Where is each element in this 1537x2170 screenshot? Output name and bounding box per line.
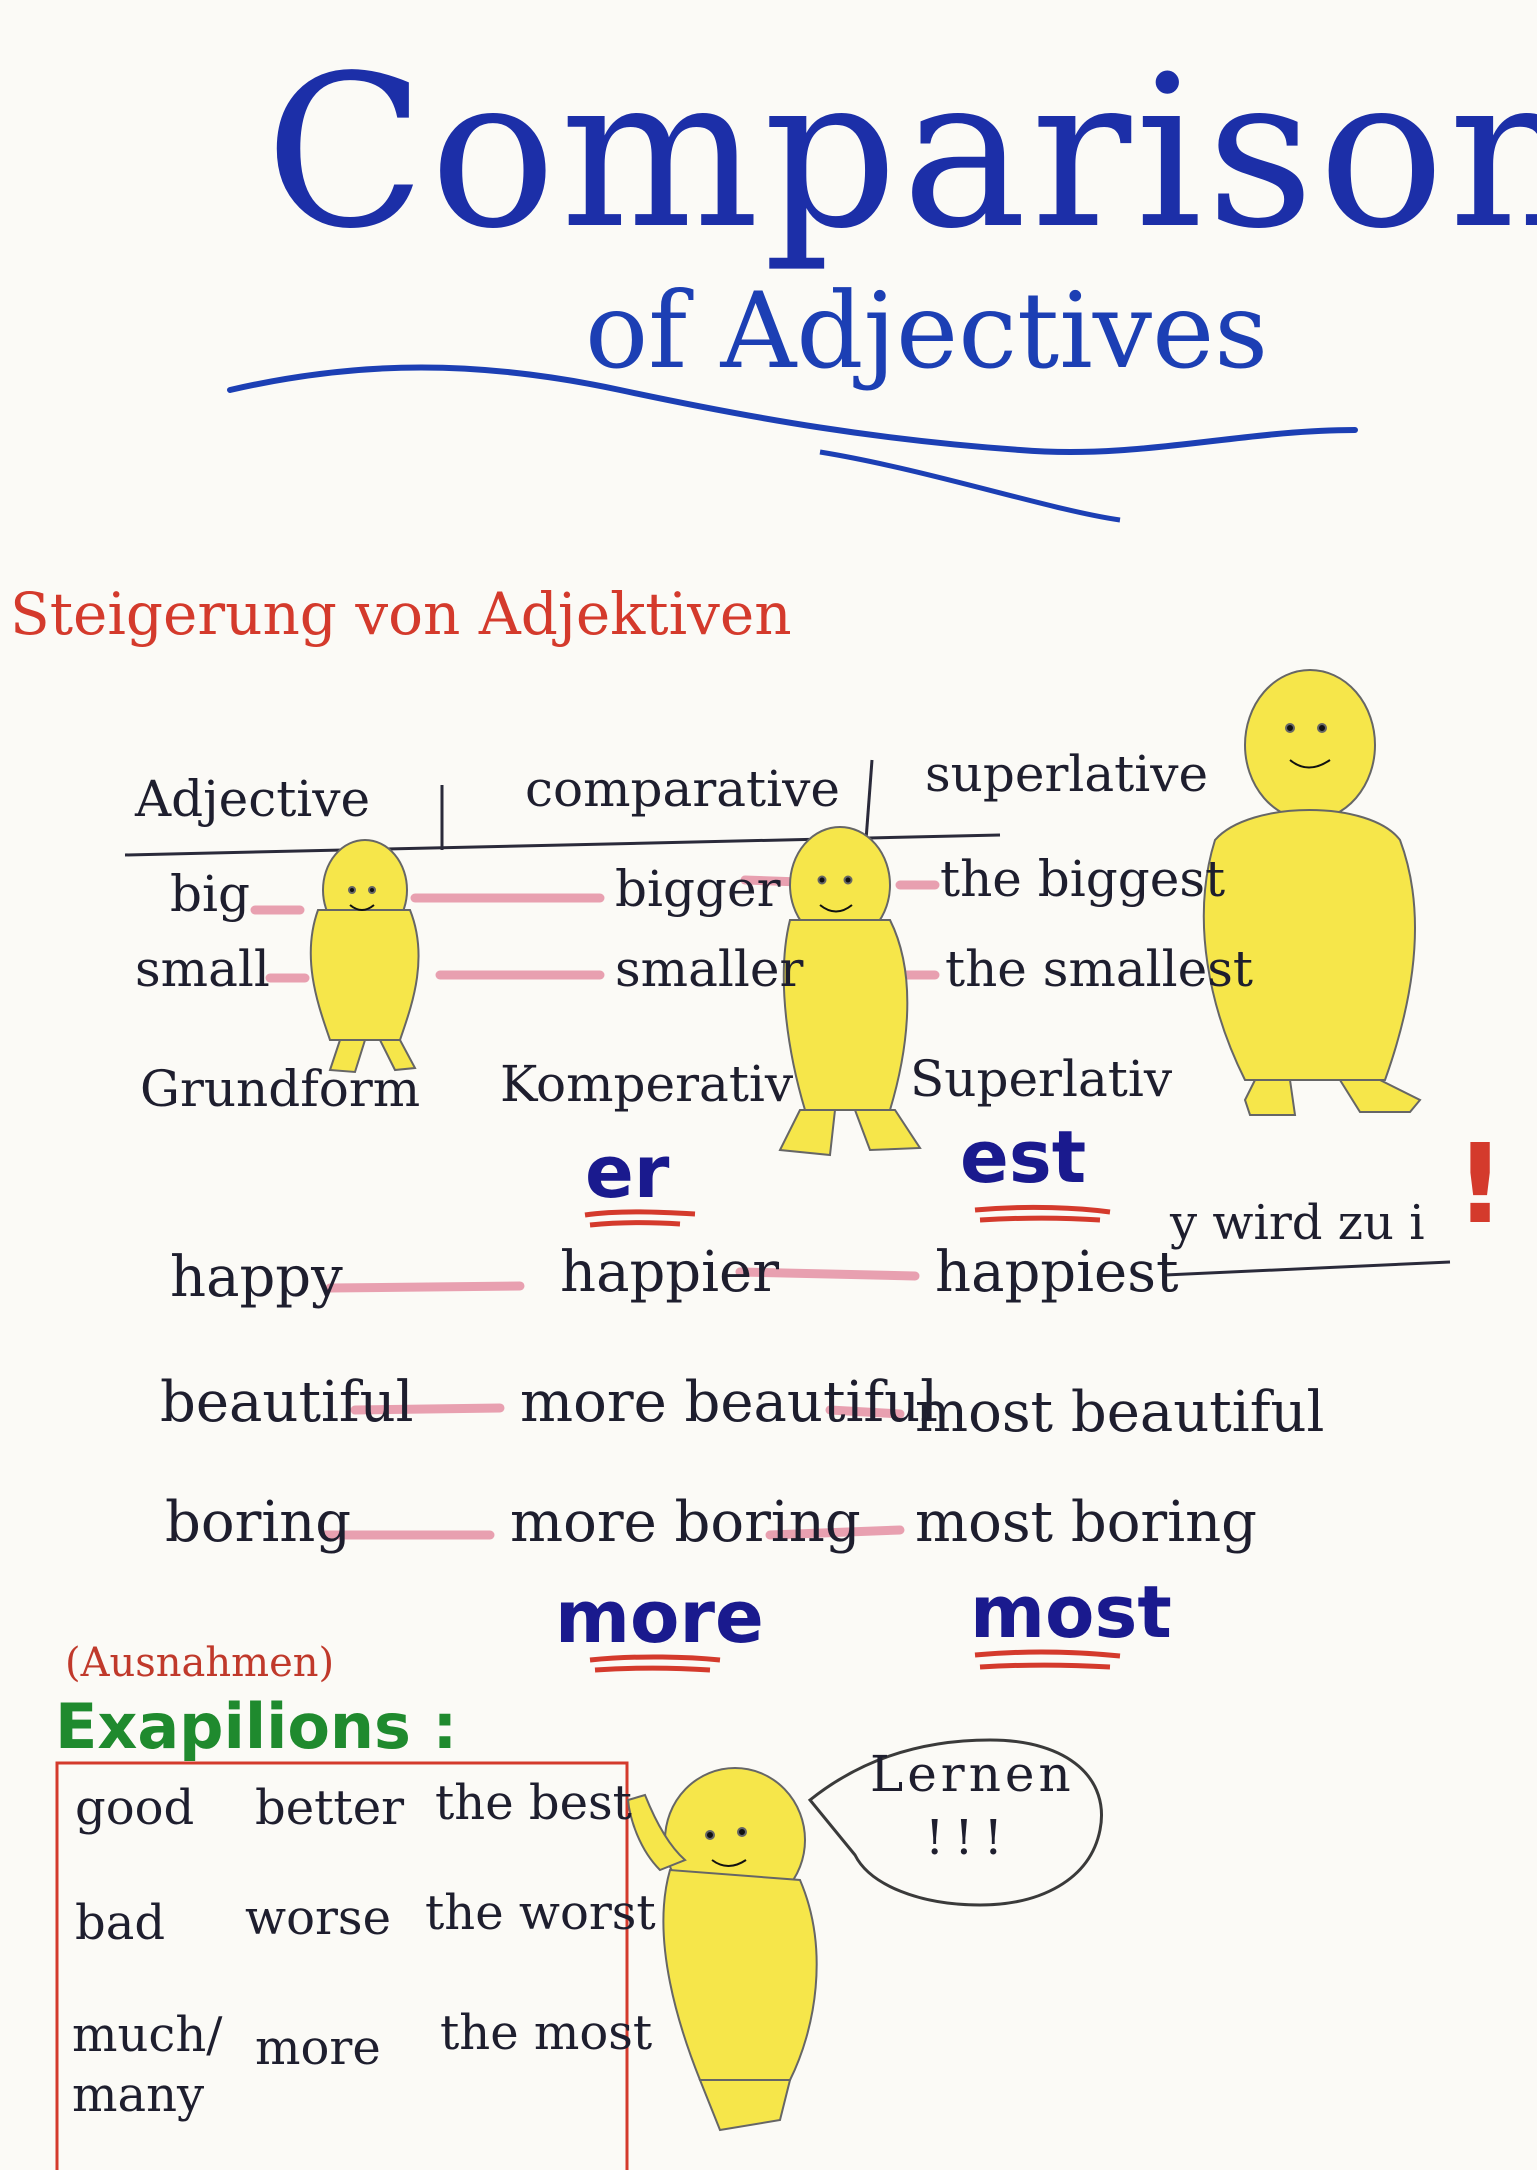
exc-row3-adjective: much/ many [72,2007,223,2123]
exc-row1-comparative: better [255,1780,405,1836]
rule-underline [1164,1260,1451,1277]
long-row3-comparative: more boring [510,1490,861,1555]
header-comparative: comparative [525,760,840,818]
exceptions-title: Exapilions : [55,1690,458,1763]
row1-adjective: big [170,865,251,923]
row2-adjective: small [135,940,270,998]
exc-row3-comparative: more [255,2020,381,2076]
exc-row3-superlative: the most [440,2005,653,2061]
row1-superlative: the biggest [940,850,1226,908]
row1-comparative: bigger [615,860,781,918]
exc-row2-adjective: bad [75,1895,166,1951]
long-row2-comparative: more beautiful [520,1370,939,1435]
page-title-sub: of Adjectives [585,270,1269,392]
long-row3-adjective: boring [165,1490,352,1555]
table-col-divider-2 [864,759,874,841]
german-subtitle: Steigerung von Adjektiven [10,580,792,648]
suffix-er: er [585,1130,670,1214]
rule-note: y wird zu i [1170,1195,1425,1251]
row2-comparative: smaller [615,940,804,998]
exceptions-label-de: (Ausnahmen) [65,1640,335,1686]
speech-bubble-text: Lernen [870,1745,1075,1803]
label-komperativ: Komperativ [500,1055,794,1113]
page-title: Comparison [265,30,1537,275]
header-adjective: Adjective [135,770,371,828]
long-row1-superlative: happiest [935,1240,1179,1305]
speech-bubble [807,1738,1103,1907]
header-superlative: superlative [925,745,1209,803]
creature-small [309,839,420,1074]
long-row2-superlative: most beautiful [915,1380,1325,1445]
long-row3-superlative: most boring [915,1490,1258,1555]
row2-superlative: the smallest [945,940,1253,998]
creature-pointing [626,1767,818,2132]
long-row2-adjective: beautiful [160,1370,414,1435]
exc-row2-comparative: worse [245,1890,391,1946]
creature-medium [778,826,922,1157]
suffix-more: more [555,1575,764,1659]
long-row1-adjective: happy [170,1245,343,1310]
suffix-most: most [970,1570,1172,1654]
exc-row2-superlative: the worst [425,1885,656,1941]
title-wave [227,364,1358,456]
label-grundform: Grundform [140,1060,421,1118]
exceptions-box [55,1761,629,2170]
suffix-est: est [960,1115,1087,1199]
exc-row1-adjective: good [75,1780,195,1836]
long-row1-comparative: happier [560,1240,779,1305]
exclamation-icon: ! [1455,1120,1506,1248]
creature-large [1202,669,1422,1116]
speech-bubble-marks: !!! [925,1810,1013,1866]
suffix-underlines [584,1204,1121,1673]
label-superlativ: Superlativ [910,1050,1173,1108]
exc-row1-superlative: the best [435,1775,632,1831]
